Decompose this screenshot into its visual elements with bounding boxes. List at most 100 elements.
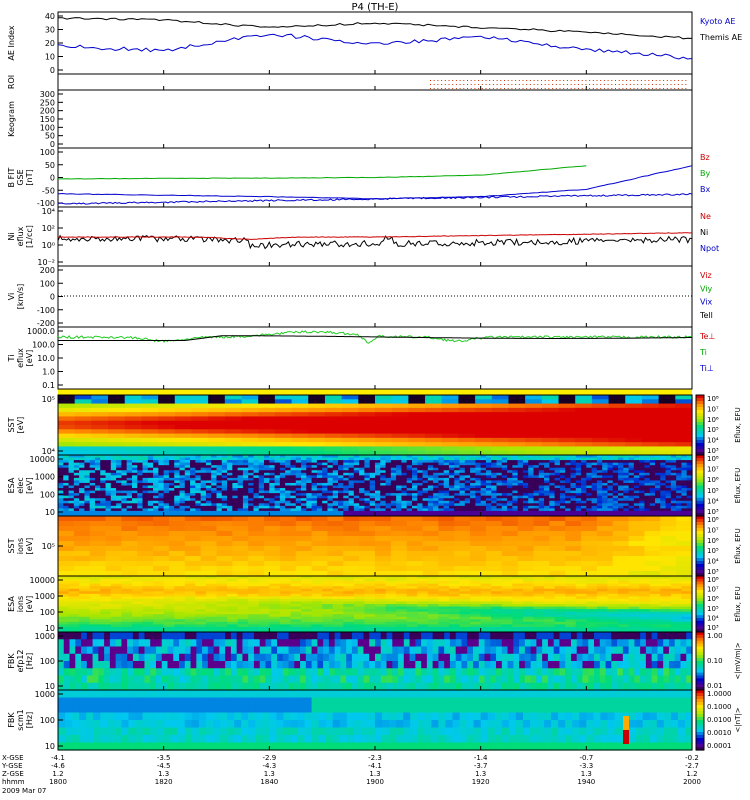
esa-electron-cell	[264, 475, 270, 479]
esa-electron-cell	[686, 485, 693, 489]
esa-electron-cell	[116, 480, 122, 484]
esa-electron-cell	[649, 482, 656, 487]
esa-electron-cell	[237, 505, 244, 509]
esa-electron-cell	[163, 490, 170, 494]
sst-ion-cell	[422, 556, 439, 562]
esa-electron-cell	[443, 467, 450, 471]
esa-electron-cell	[100, 485, 107, 489]
esa-electron-cell	[227, 495, 233, 499]
esa-electron-cell	[596, 490, 603, 494]
esa-electron-cell	[332, 493, 339, 497]
esa-electron-cell	[411, 460, 418, 464]
esa-electron-cell	[581, 477, 587, 482]
esa-electron-cell	[242, 477, 249, 482]
esa-electron-cell	[63, 495, 70, 499]
esa-electron-cell	[73, 513, 80, 517]
esa-electron-cell	[438, 513, 445, 517]
esa-electron-cell	[433, 467, 439, 471]
esa-ion-cell	[290, 576, 302, 580]
esa-electron-cell	[295, 475, 302, 479]
esa-electron-cell	[348, 462, 355, 466]
esa-electron-cell	[607, 503, 614, 507]
sst-electron-cell	[491, 442, 510, 448]
esa-electron-cell	[602, 490, 609, 494]
esa-electron-cell	[639, 503, 646, 507]
esa-electron-cell	[559, 482, 566, 487]
esa-ion-cell	[142, 586, 154, 590]
sst-electron-cell	[224, 433, 243, 439]
esa-electron-cell	[496, 462, 503, 466]
esa-ion-cell	[448, 619, 461, 623]
esa-electron-cell	[559, 503, 566, 507]
esa-electron-cell	[433, 457, 439, 461]
esa-electron-cell	[554, 498, 561, 502]
sst-ion-cell	[470, 551, 487, 557]
esa-electron-cell	[533, 462, 540, 466]
esa-electron-cell	[385, 465, 392, 469]
esa-electron-cell	[607, 490, 614, 494]
esa-ion-cell	[332, 598, 344, 603]
esa-electron-cell	[570, 477, 577, 482]
sst-ion-cell	[264, 516, 281, 522]
esa-electron-cell	[285, 460, 292, 464]
esa-electron-cell	[153, 455, 159, 459]
esa-electron-cell	[607, 455, 614, 459]
esa-electron-cell	[570, 480, 577, 484]
esa-electron-cell	[253, 460, 260, 464]
esa-electron-cell	[443, 493, 450, 497]
esa-electron-cell	[380, 485, 387, 489]
esa-electron-cell	[591, 455, 598, 459]
esa-ion-cell	[237, 578, 249, 582]
esa-ion-cell	[121, 604, 133, 608]
esa-ion-cell	[544, 581, 556, 585]
sst-electron-cell	[508, 437, 526, 443]
esa-ion-cell	[322, 591, 334, 595]
esa-electron-cell	[507, 508, 513, 512]
sst-ion-cell	[343, 566, 360, 572]
esa-electron-cell	[417, 465, 424, 469]
esa-electron-cell	[633, 472, 640, 476]
sst-electron-cell	[508, 425, 526, 430]
esa-electron-cell	[353, 480, 360, 484]
esa-electron-cell	[343, 485, 350, 489]
esa-electron-cell	[544, 503, 550, 507]
esa-electron-cell	[211, 505, 218, 509]
esa-electron-cell	[168, 470, 175, 474]
esa-electron-cell	[190, 482, 196, 487]
esa-electron-cell	[205, 503, 212, 507]
esa-electron-cell	[522, 495, 529, 499]
esa-electron-cell	[359, 513, 366, 517]
esa-electron-cell	[190, 498, 196, 502]
esa-ion-cell	[343, 614, 355, 618]
sst-ion-cell	[422, 546, 439, 552]
esa-electron-cell	[475, 482, 482, 487]
esa-electron-cell	[411, 508, 418, 512]
esa-electron-cell	[216, 485, 223, 489]
esa-ion-cell	[311, 619, 323, 623]
esa-electron-cell	[316, 500, 323, 504]
sst-ion-cell	[232, 566, 249, 572]
esa-electron-cell	[147, 488, 154, 492]
esa-electron-cell	[438, 503, 445, 507]
esa-electron-cell	[459, 465, 466, 469]
esa-electron-cell	[94, 460, 101, 464]
esa-electron-cell	[464, 490, 471, 494]
esa-ion-cell	[248, 611, 260, 615]
esa-electron-cell	[375, 457, 381, 461]
esa-electron-cell	[406, 462, 413, 466]
esa-electron-cell	[681, 465, 688, 469]
esa-electron-cell	[612, 490, 619, 494]
sst-electron-cell	[591, 403, 610, 409]
esa-ion-cell	[554, 619, 566, 623]
esa-electron-cell	[174, 475, 181, 479]
sst-ion-cell	[549, 546, 566, 552]
esa-electron-cell	[131, 510, 138, 515]
esa-electron-cell	[660, 470, 667, 474]
esa-electron-cell	[285, 485, 292, 489]
esa-electron-cell	[369, 503, 376, 507]
sst-electron-cell	[124, 442, 143, 448]
esa-electron-cell	[649, 470, 656, 474]
esa-electron-cell	[232, 467, 239, 471]
esa-ion-cell	[385, 586, 397, 590]
esa-electron-cell	[607, 480, 614, 484]
